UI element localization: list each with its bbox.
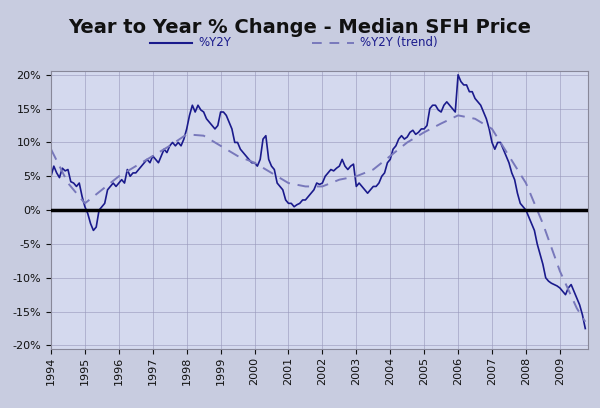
%Y2Y (trend) [421, 130, 428, 135]
%Y2Y (trend) [488, 126, 496, 131]
%Y2Y (trend) [183, 132, 190, 137]
%Y2Y [581, 326, 589, 331]
%Y2Y (trend) [251, 160, 258, 165]
%Y2Y [290, 204, 298, 209]
%Y2Y (trend) [454, 113, 461, 118]
%Y2Y (trend) [302, 184, 309, 189]
Text: Year to Year % Change - Median SFH Price: Year to Year % Change - Median SFH Price [68, 18, 532, 38]
%Y2Y (trend) [539, 221, 547, 226]
%Y2Y (trend) [319, 184, 326, 189]
%Y2Y (trend) [149, 153, 157, 158]
%Y2Y (trend) [47, 147, 55, 152]
%Y2Y (trend) [132, 164, 139, 169]
%Y2Y (trend) [353, 174, 360, 179]
%Y2Y (trend) [200, 133, 207, 138]
%Y2Y (trend) [336, 177, 343, 182]
%Y2Y (trend) [234, 153, 241, 158]
%Y2Y [316, 182, 323, 187]
%Y2Y (trend) [82, 201, 89, 206]
%Y2Y (trend) [581, 319, 589, 324]
%Y2Y (trend) [370, 167, 377, 172]
%Y2Y (trend) [386, 153, 394, 158]
%Y2Y (trend) [217, 143, 224, 148]
Text: %Y2Y (trend): %Y2Y (trend) [360, 36, 437, 49]
%Y2Y (trend) [556, 268, 563, 273]
%Y2Y [209, 123, 216, 128]
Line: %Y2Y (trend): %Y2Y (trend) [51, 115, 585, 322]
%Y2Y (trend) [285, 181, 292, 186]
%Y2Y [47, 174, 55, 179]
%Y2Y (trend) [115, 174, 122, 179]
%Y2Y (trend) [404, 140, 411, 145]
%Y2Y (trend) [437, 121, 445, 126]
%Y2Y (trend) [472, 116, 479, 121]
%Y2Y (trend) [573, 306, 580, 310]
%Y2Y (trend) [64, 181, 71, 186]
%Y2Y (trend) [166, 143, 173, 148]
%Y2Y [200, 110, 207, 115]
Line: %Y2Y: %Y2Y [51, 75, 585, 328]
%Y2Y (trend) [98, 187, 106, 192]
%Y2Y (trend) [523, 181, 530, 186]
%Y2Y [172, 143, 179, 148]
%Y2Y [454, 72, 461, 77]
%Y2Y (trend) [505, 153, 512, 158]
Text: %Y2Y: %Y2Y [198, 36, 231, 49]
%Y2Y (trend) [268, 171, 275, 175]
%Y2Y [104, 187, 111, 192]
